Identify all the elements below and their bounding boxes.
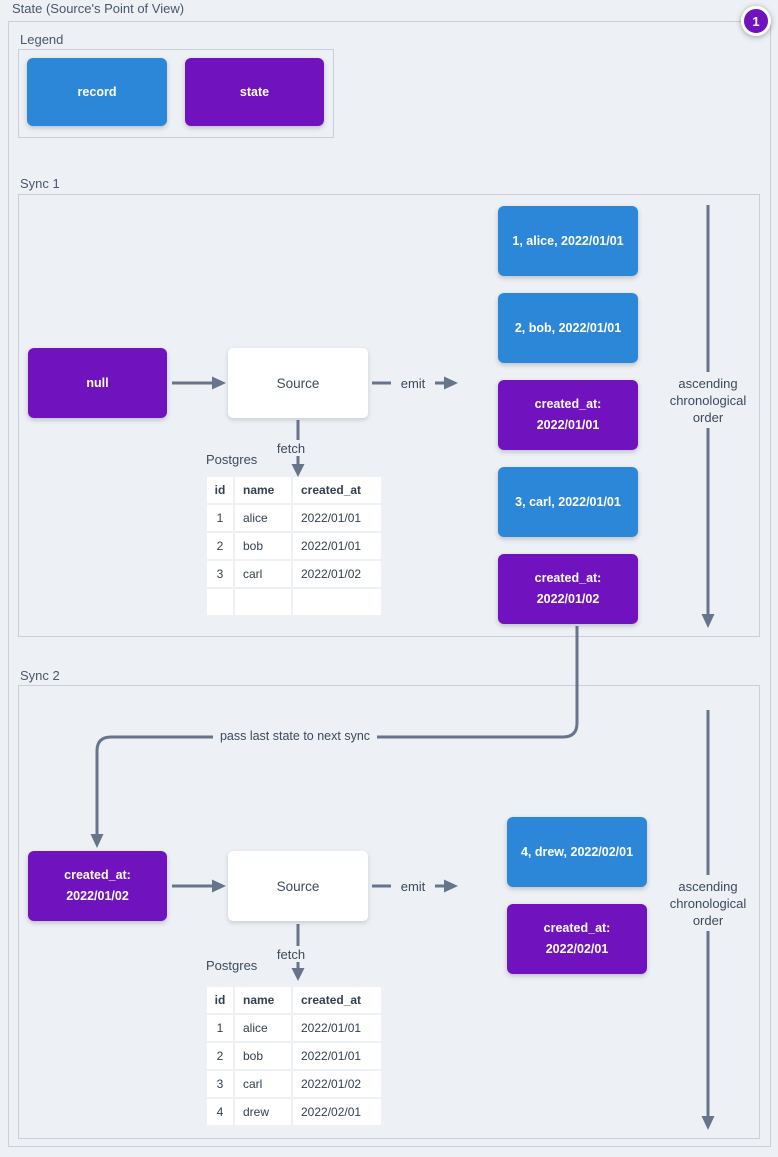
sync1-source-box: Source xyxy=(228,348,368,418)
table-row: 3 carl 2022/01/02 xyxy=(207,561,381,587)
page-title: State (Source's Point of View) xyxy=(12,1,185,16)
table-cell: 2022/01/01 xyxy=(293,1015,381,1041)
sync2-source-label: Source xyxy=(276,878,320,894)
table-cell: carl xyxy=(235,1071,291,1097)
record-text: 3, carl, 2022/01/01 xyxy=(515,495,621,509)
sync1-output-record-box: 2, bob, 2022/01/01 xyxy=(498,293,638,363)
table-header-cell: created_at xyxy=(293,477,381,503)
legend-state-box: state xyxy=(185,58,324,126)
legend-panel xyxy=(18,49,334,138)
record-text: 4, drew, 2022/02/01 xyxy=(520,845,634,859)
sync1-output-state-box: created_at: 2022/01/01 xyxy=(498,380,638,450)
table-cell: 2022/02/01 xyxy=(293,1099,381,1125)
table-header-cell: name xyxy=(235,987,291,1013)
sync2-postgres-table: id name created_at 1 alice 2022/01/01 2 … xyxy=(205,985,383,1127)
table-header-row: id name created_at xyxy=(207,987,381,1013)
sync1-output-record-box: 3, carl, 2022/01/01 xyxy=(498,467,638,537)
table-header-row: id name created_at xyxy=(207,477,381,503)
step-badge: 1 xyxy=(741,6,771,36)
record-text: 2, bob, 2022/01/01 xyxy=(514,321,622,335)
table-cell: 3 xyxy=(207,1071,233,1097)
record-text: 1, alice, 2022/01/01 xyxy=(512,234,624,248)
table-cell: 2 xyxy=(207,533,233,559)
pass-state-connector-label: pass last state to next sync xyxy=(213,728,377,745)
table-header-cell: name xyxy=(235,477,291,503)
table-cell: 4 xyxy=(207,1099,233,1125)
sync2-input-state-box: created_at: 2022/01/02 xyxy=(28,851,167,921)
table-cell: alice xyxy=(235,505,291,531)
sync2-label: Sync 2 xyxy=(20,668,60,683)
table-cell: drew xyxy=(235,1099,291,1125)
sync1-postgres-label: Postgres xyxy=(206,452,258,467)
state-text: created_at: 2022/01/01 xyxy=(534,397,602,432)
table-cell: alice xyxy=(235,1015,291,1041)
table-cell: 2022/01/01 xyxy=(293,505,381,531)
legend-record-box: record xyxy=(27,58,167,126)
sync2-output-state-box: created_at: 2022/02/01 xyxy=(507,904,647,974)
sync1-output-record-box: 1, alice, 2022/01/01 xyxy=(498,206,638,276)
legend-label: Legend xyxy=(20,32,64,47)
sync2-emit-label: emit xyxy=(391,877,435,895)
sync1-output-state-box: created_at: 2022/01/02 xyxy=(498,554,638,624)
table-cell: 1 xyxy=(207,505,233,531)
table-header-cell: id xyxy=(207,987,233,1013)
table-row: 1 alice 2022/01/01 xyxy=(207,505,381,531)
table-cell: 3 xyxy=(207,561,233,587)
sync2-input-state-text: created_at: 2022/01/02 xyxy=(64,868,131,903)
sync2-output-record-box: 4, drew, 2022/02/01 xyxy=(507,817,647,887)
table-row: 1 alice 2022/01/01 xyxy=(207,1015,381,1041)
table-cell: 2 xyxy=(207,1043,233,1069)
state-text: created_at: 2022/01/02 xyxy=(534,571,602,606)
table-header-cell: created_at xyxy=(293,987,381,1013)
table-cell: carl xyxy=(235,561,291,587)
sync1-input-state-text: null xyxy=(86,375,109,390)
sync1-label: Sync 1 xyxy=(20,176,60,191)
sync1-input-state-box: null xyxy=(28,348,167,418)
state-text: created_at: 2022/02/01 xyxy=(543,921,611,956)
sync2-fetch-label: fetch xyxy=(271,946,311,962)
table-cell xyxy=(207,589,233,615)
sync1-ascending-order-label: ascending chronological order xyxy=(660,372,756,428)
table-row: 2 bob 2022/01/01 xyxy=(207,533,381,559)
table-row: 2 bob 2022/01/01 xyxy=(207,1043,381,1069)
table-cell: bob xyxy=(235,1043,291,1069)
table-row: 4 drew 2022/02/01 xyxy=(207,1099,381,1125)
table-cell: bob xyxy=(235,533,291,559)
table-cell xyxy=(235,589,291,615)
sync1-postgres-table: id name created_at 1 alice 2022/01/01 2 … xyxy=(205,475,383,617)
table-cell: 1 xyxy=(207,1015,233,1041)
table-row: 3 carl 2022/01/02 xyxy=(207,1071,381,1097)
sync1-source-label: Source xyxy=(276,375,320,391)
state-pov-panel xyxy=(8,21,771,1147)
table-cell: 2022/01/01 xyxy=(293,1043,381,1069)
sync2-source-box: Source xyxy=(228,851,368,921)
sync1-emit-label: emit xyxy=(391,374,435,392)
legend-record-label: record xyxy=(77,85,117,99)
legend-state-label: state xyxy=(239,85,270,99)
table-header-cell: id xyxy=(207,477,233,503)
table-row-empty xyxy=(207,589,381,615)
table-cell: 2022/01/02 xyxy=(293,561,381,587)
sync2-ascending-order-label: ascending chronological order xyxy=(660,875,756,931)
table-cell: 2022/01/02 xyxy=(293,1071,381,1097)
sync1-fetch-label: fetch xyxy=(271,440,311,456)
table-cell: 2022/01/01 xyxy=(293,533,381,559)
sync2-postgres-label: Postgres xyxy=(206,958,258,973)
table-cell xyxy=(293,589,381,615)
